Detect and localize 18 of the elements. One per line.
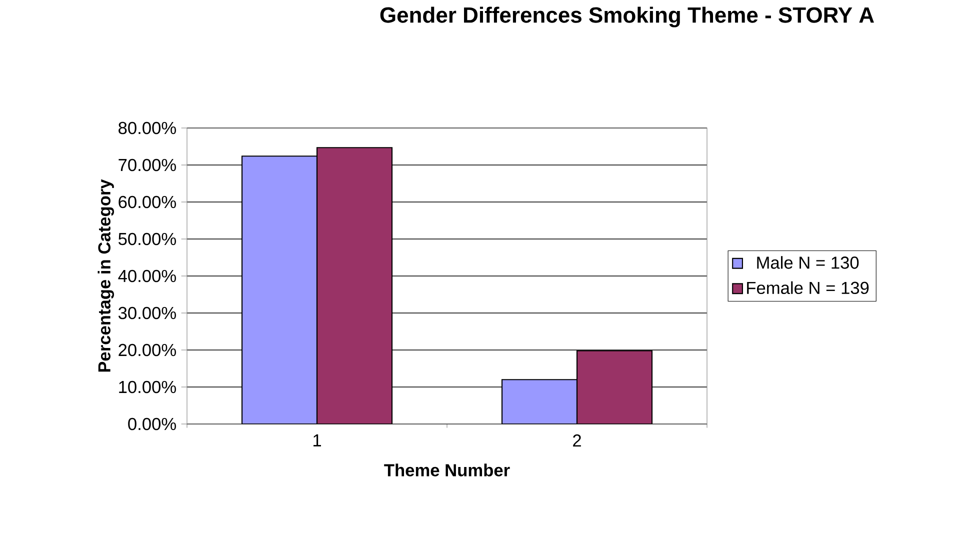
y-tick-label: 40.00% xyxy=(118,270,176,282)
y-tick-label: 10.00% xyxy=(119,380,176,394)
y-tick-label: 70.00% xyxy=(118,158,176,172)
y-tick-label: 50.00% xyxy=(118,232,176,246)
y-tick-label: 80.00% xyxy=(118,122,176,134)
x-axis-title: Theme Number xyxy=(384,464,510,476)
bar xyxy=(316,147,393,424)
y-axis-title: Percentage in Category xyxy=(98,179,114,372)
y-tick-label: 30.00% xyxy=(118,306,176,320)
legend-label: Female N = 139 xyxy=(747,281,869,294)
legend-label: Male N = 130 xyxy=(757,256,859,269)
chart-title: Gender Differences Smoking Theme - STORY A xyxy=(380,6,874,28)
y-tick-label: 60.00% xyxy=(118,196,176,208)
x-tick-label: 2 xyxy=(573,434,581,447)
y-tick-label: 0.00% xyxy=(128,418,176,430)
x-tick-label: 1 xyxy=(314,434,321,446)
bar xyxy=(576,350,653,424)
y-tick-label: 20.00% xyxy=(118,344,176,356)
